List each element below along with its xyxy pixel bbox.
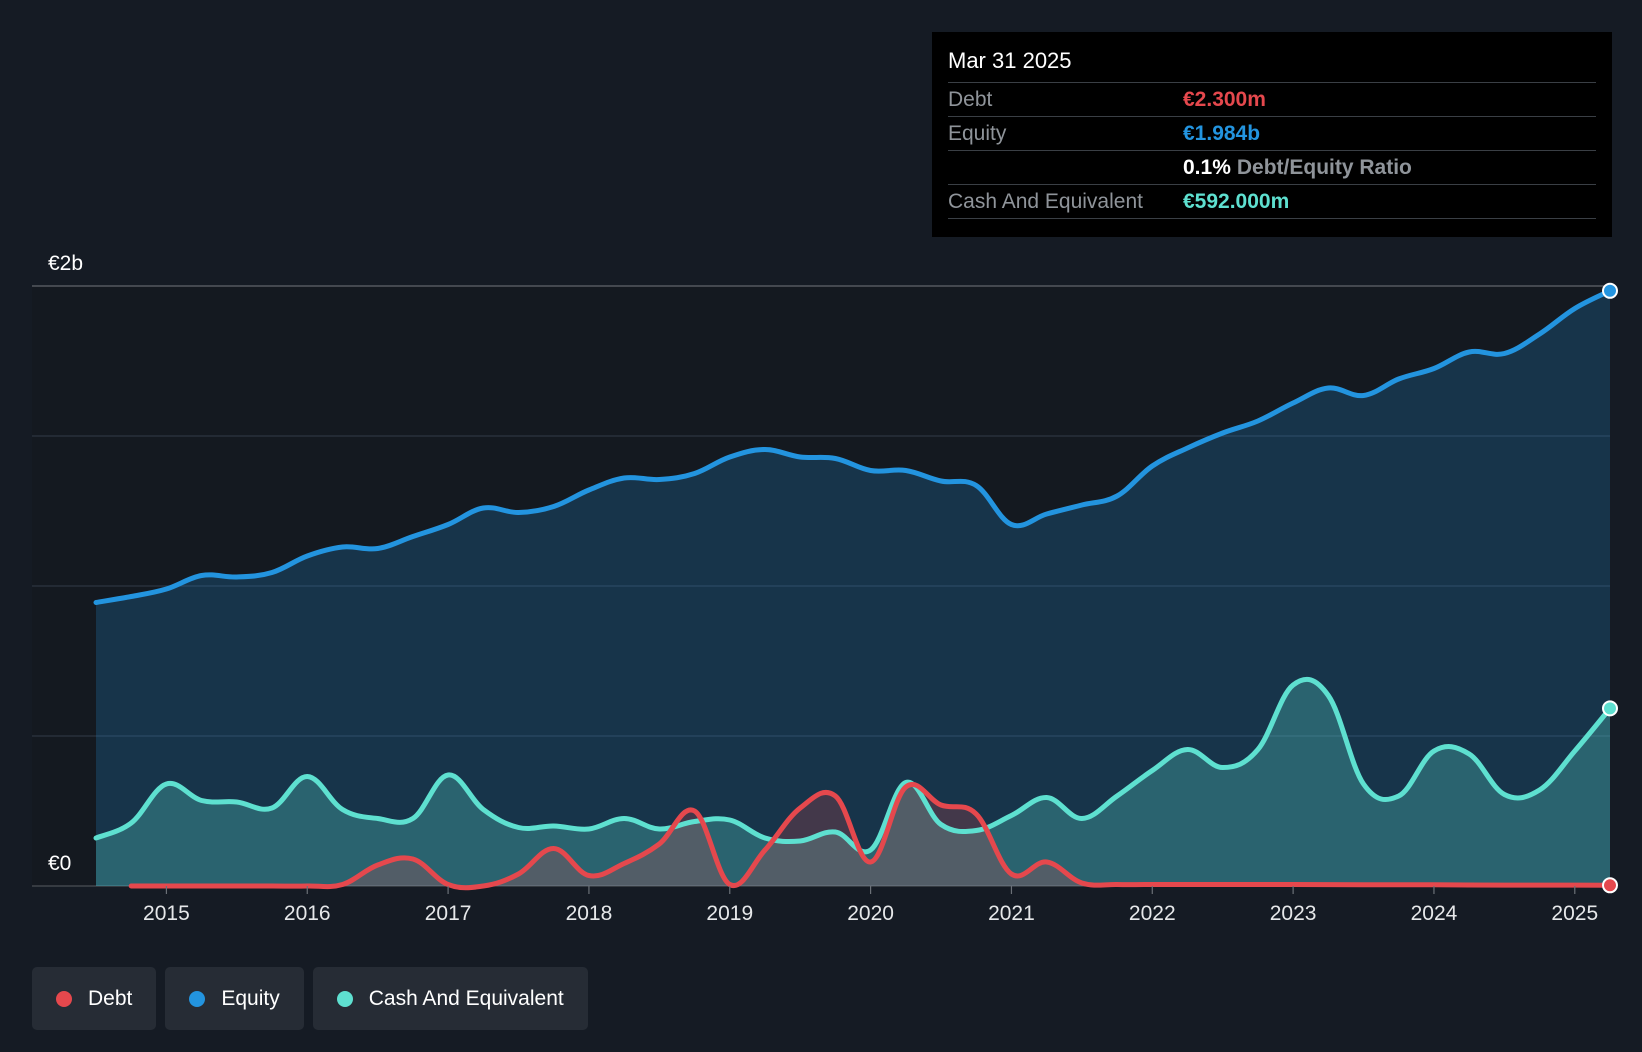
- tooltip: Mar 31 2025 Debt €2.300m Equity €1.984b …: [932, 32, 1612, 237]
- x-tick-label: 2021: [988, 902, 1035, 925]
- tooltip-ratio-value: 0.1%: [1183, 156, 1231, 179]
- legend-item-cash[interactable]: Cash And Equivalent: [312, 967, 588, 1030]
- x-tick-label: 2023: [1270, 902, 1317, 925]
- end-marker-cash: [1602, 700, 1618, 717]
- x-tick-label: 2019: [706, 902, 753, 925]
- x-tick-label: 2017: [425, 902, 472, 925]
- x-tick-label: 2024: [1411, 902, 1458, 925]
- tooltip-equity-label: Equity: [948, 122, 1007, 145]
- y-tick-label-zero: €0: [48, 852, 71, 875]
- legend-label-debt: Debt: [88, 986, 133, 1010]
- legend-dot-cash-icon: [336, 990, 353, 1007]
- tooltip-cash-value: €592.000m: [1183, 190, 1290, 213]
- legend-item-debt[interactable]: Debt: [32, 967, 157, 1030]
- legend-label-equity: Equity: [221, 986, 280, 1010]
- legend-dot-debt-icon: [56, 990, 72, 1007]
- area-cash: [96, 679, 1610, 886]
- x-tick-label: 2020: [847, 902, 894, 925]
- series-lines: [93, 288, 1613, 891]
- tooltip-debt-label: Debt: [948, 88, 993, 111]
- tooltip-row-cash: Cash And Equivalent €592.000m: [948, 185, 1596, 219]
- end-markers: [1602, 282, 1618, 894]
- tooltip-ratio-label: Debt/Equity Ratio: [1236, 156, 1412, 179]
- legend-label-cash: Cash And Equivalent: [368, 986, 564, 1010]
- y-tick-label-top: €2b: [48, 252, 83, 275]
- line-debt: [128, 782, 1613, 891]
- tooltip-cash-label: Cash And Equivalent: [948, 190, 1143, 213]
- tooltip-row-ratio: 0.1% Debt/Equity Ratio: [948, 150, 1596, 185]
- area-debt: [131, 784, 1611, 888]
- x-tick-label: 2018: [566, 902, 613, 925]
- tooltip-equity-value: €1.984b: [1183, 122, 1261, 145]
- end-marker-equity: [1602, 282, 1618, 299]
- tooltip-row-equity: Equity €1.984b: [948, 117, 1596, 150]
- tooltip-date: Mar 31 2025: [948, 46, 1596, 83]
- legend-item-equity[interactable]: Equity: [165, 967, 304, 1030]
- end-marker-debt: [1602, 877, 1618, 894]
- x-tick-label: 2015: [143, 902, 190, 925]
- tooltip-debt-value: €2.300m: [1183, 88, 1266, 111]
- x-tick-label: 2022: [1129, 902, 1176, 925]
- series-areas: [96, 290, 1611, 888]
- x-tick-label: 2016: [284, 902, 331, 925]
- legend-dot-equity-icon: [189, 990, 206, 1007]
- area-equity: [96, 290, 1610, 886]
- line-equity: [93, 288, 1613, 605]
- line-cash: [93, 676, 1613, 855]
- legend: Debt Equity Cash And Equivalent: [32, 967, 597, 1030]
- x-tick-label: 2025: [1551, 902, 1598, 925]
- tooltip-row-debt: Debt €2.300m: [948, 83, 1596, 117]
- x-axis-ticks: 2015 2016 2017 2018 2019 2020 2021 2022 2023 2024…: [143, 886, 1598, 925]
